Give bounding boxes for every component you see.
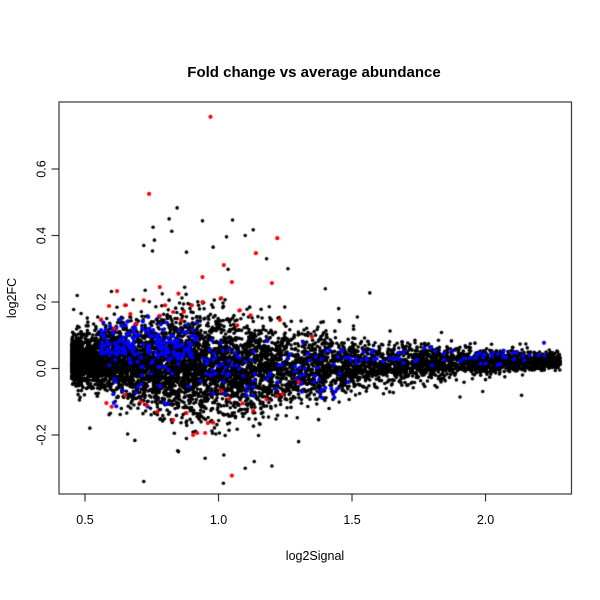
plot-title: Fold change vs average abundance (187, 64, 440, 81)
x-axis-label: log2Signal (286, 549, 344, 563)
y-tick-label: 0.6 (35, 160, 49, 177)
x-tick-label: 1.5 (343, 513, 360, 527)
y-axis-label: log2FC (5, 278, 19, 318)
x-tick-label: 2.0 (477, 513, 494, 527)
y-tick-label: -0.2 (35, 424, 49, 446)
y-tick-label: 0.4 (35, 227, 49, 244)
plot-box (58, 101, 573, 495)
y-tick-label: 0.2 (35, 293, 49, 310)
y-axis-ticks: -0.2 0.0 0.2 0.4 0.6 (35, 160, 59, 446)
y-tick-label: 0.0 (35, 360, 49, 377)
x-tick-label: 1.0 (210, 513, 227, 527)
x-tick-label: 0.5 (76, 513, 93, 527)
x-axis-ticks: 0.5 1.0 1.5 2.0 (76, 494, 494, 527)
